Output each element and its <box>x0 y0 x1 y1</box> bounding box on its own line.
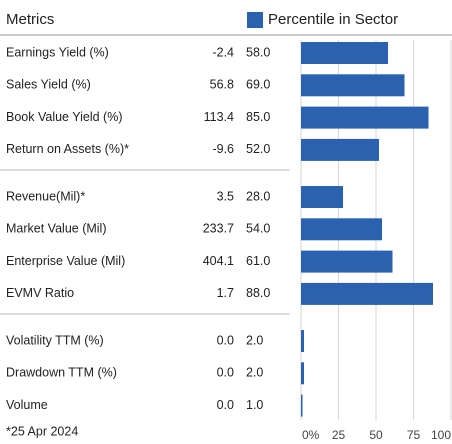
metric-value: 233.7 <box>203 222 234 236</box>
percentile-label: 28.0 <box>246 189 270 203</box>
x-tick-label: 0% <box>302 428 320 442</box>
metric-value: -2.4 <box>212 45 234 59</box>
metric-value: 0.0 <box>217 366 234 380</box>
bar <box>301 282 433 305</box>
metric-name: Earnings Yield (%) <box>6 45 109 59</box>
bar <box>301 250 393 273</box>
legend-label: Percentile in Sector <box>268 11 398 28</box>
metric-value: -9.6 <box>212 142 234 156</box>
x-tick-label: 75 <box>407 428 421 442</box>
metric-name: Book Value Yield (%) <box>6 110 123 124</box>
bar <box>301 362 304 385</box>
bar <box>301 218 382 241</box>
metric-value: 404.1 <box>203 254 234 268</box>
percentile-label: 61.0 <box>246 254 270 268</box>
metric-name: Sales Yield (%) <box>6 78 91 92</box>
metric-value: 56.8 <box>210 78 234 92</box>
metric-value: 3.5 <box>217 189 234 203</box>
metric-value: 0.0 <box>217 398 234 412</box>
legend-swatch <box>247 12 263 28</box>
bar <box>301 74 405 97</box>
percentile-label: 85.0 <box>246 110 270 124</box>
metric-name: Revenue(Mil)* <box>6 189 85 203</box>
metric-name: Return on Assets (%)* <box>6 142 129 156</box>
percentile-label: 58.0 <box>246 45 270 59</box>
percentile-label: 2.0 <box>246 366 263 380</box>
bar <box>301 42 388 64</box>
bar <box>301 186 343 208</box>
x-tick-label: 100 <box>431 428 451 442</box>
metric-name: Drawdown TTM (%) <box>6 366 117 380</box>
metric-name: EVMV Ratio <box>6 286 74 300</box>
bar <box>301 330 304 352</box>
bar <box>301 394 303 417</box>
table-title: Metrics <box>6 11 54 28</box>
bar <box>301 106 429 129</box>
footnote: *25 Apr 2024 <box>6 424 78 438</box>
percentile-label: 69.0 <box>246 78 270 92</box>
percentile-label: 52.0 <box>246 142 270 156</box>
metric-name: Volume <box>6 398 48 412</box>
percentile-label: 88.0 <box>246 286 270 300</box>
metric-name: Market Value (Mil) <box>6 222 106 236</box>
percentile-label: 2.0 <box>246 333 263 347</box>
percentile-label: 54.0 <box>246 222 270 236</box>
metric-value: 1.7 <box>217 286 234 300</box>
metric-name: Volatility TTM (%) <box>6 333 104 347</box>
x-tick-label: 50 <box>369 428 383 442</box>
metric-value: 0.0 <box>217 333 234 347</box>
bar <box>301 138 379 161</box>
percentile-label: 1.0 <box>246 398 263 412</box>
x-tick-label: 25 <box>332 428 346 442</box>
metric-value: 113.4 <box>204 110 234 124</box>
metric-name: Enterprise Value (Mil) <box>6 254 125 268</box>
